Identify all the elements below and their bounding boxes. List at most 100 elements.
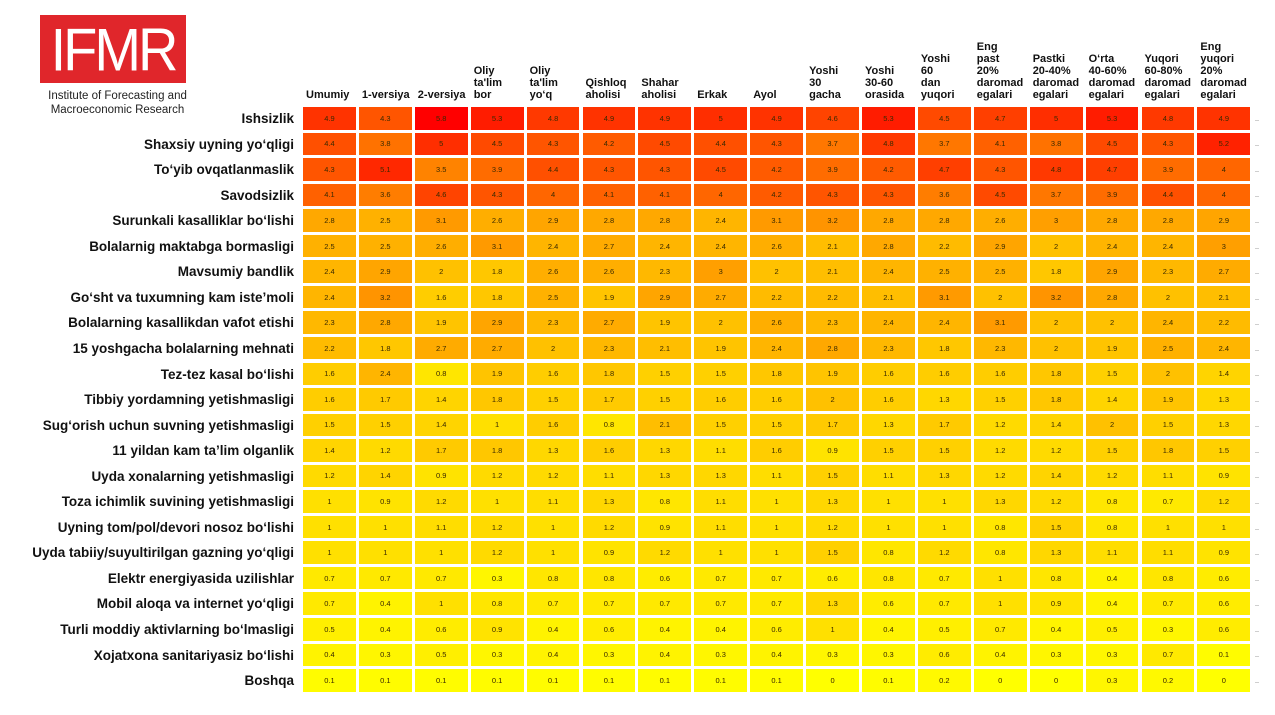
heatmap-cell: 1.5 [694, 362, 748, 386]
heatmap-cell: 1 [303, 515, 356, 539]
row-tick [1255, 119, 1260, 121]
heatmap-cell: 0.1 [750, 669, 804, 692]
heatmap-cell: 1.4 [358, 464, 412, 488]
heatmap-cell: 2.2 [1197, 311, 1251, 334]
row-tick [1255, 400, 1260, 402]
heatmap-cell: 1.5 [1029, 515, 1083, 539]
heatmap-cell: 1.6 [526, 413, 580, 437]
logo-text: IFMR [50, 15, 179, 84]
heatmap-cell: 2.3 [862, 336, 915, 360]
heatmap-cell: 1 [806, 618, 859, 641]
heatmap-cell: 1.1 [750, 464, 804, 488]
heatmap-cell: 1.1 [862, 464, 915, 488]
heatmap-cell: 4.2 [750, 158, 804, 181]
heatmap-cell: 1 [973, 566, 1027, 590]
heatmap-cell: 0.3 [1029, 643, 1083, 667]
heatmap-cell: 1.2 [582, 515, 636, 539]
heatmap-cell: 0.1 [414, 669, 468, 692]
heatmap-cell: 0.6 [1197, 566, 1251, 590]
heatmap-cell: 4.3 [638, 158, 692, 181]
heatmap-cell: 2.7 [470, 336, 524, 360]
heatmap-cell: 4.2 [750, 183, 804, 207]
heatmap-cell: 3.7 [1029, 183, 1083, 207]
heatmap-cell: 0.7 [917, 592, 971, 615]
heatmap-cell: 1.2 [917, 541, 971, 564]
heatmap-cell: 2.3 [582, 336, 636, 360]
heatmap-cell: 4.5 [973, 183, 1027, 207]
heatmap-cell: 0.8 [973, 515, 1027, 539]
row-label: 11 yildan kam ta’lim olganlik [112, 443, 294, 459]
heatmap-cell: 4 [1197, 158, 1251, 181]
heatmap-cell: 0.9 [358, 490, 412, 513]
heatmap-cell: 2.8 [303, 209, 356, 232]
heatmap-cell: 1.6 [526, 362, 580, 386]
heatmap-cell: 1.4 [303, 439, 356, 462]
heatmap-cell: 1.5 [638, 388, 692, 411]
heatmap-cell: 0.3 [582, 643, 636, 667]
heatmap-cell: 0.2 [917, 669, 971, 692]
heatmap-cell: 1.2 [973, 439, 1027, 462]
heatmap-cell: 1 [917, 490, 971, 513]
heatmap-cell: 4.9 [582, 107, 636, 130]
heatmap-cell: 1 [917, 515, 971, 539]
heatmap-cell: 2.4 [750, 336, 804, 360]
heatmap-cell: 0.4 [638, 643, 692, 667]
heatmap-cell: 2.1 [862, 285, 915, 309]
heatmap-cell: 1.1 [1141, 541, 1195, 564]
heatmap-cell: 0.9 [806, 439, 859, 462]
heatmap-cell: 1.1 [694, 490, 748, 513]
row-label: Toza ichimlik suvining yetishmasligi [61, 494, 294, 510]
heatmap-cell: 0 [806, 669, 859, 692]
heatmap-cell: 4.7 [917, 158, 971, 181]
row-tick [1255, 477, 1260, 479]
heatmap-cell: 1.3 [638, 439, 692, 462]
row-label: 15 yoshgacha bolalarning mehnati [72, 340, 294, 356]
heatmap-cell: 1.8 [470, 285, 524, 309]
heatmap-cell: 2.8 [862, 234, 915, 258]
heatmap-cell: 1.5 [1141, 413, 1195, 437]
heatmap-cell: 2 [1141, 362, 1195, 386]
logo-subtitle-line1: Institute of Forecasting and [48, 90, 187, 102]
heatmap-cell: 0.1 [526, 669, 580, 692]
heatmap-cell: 0.3 [470, 643, 524, 667]
heatmap-cell: 2.8 [638, 209, 692, 232]
heatmap-cell: 2.1 [638, 336, 692, 360]
heatmap-cell: 4 [694, 183, 748, 207]
heatmap-cell: 1.6 [862, 388, 915, 411]
heatmap-cell: 2.6 [582, 260, 636, 283]
heatmap-cell: 4.1 [582, 183, 636, 207]
heatmap-cell: 1.5 [303, 413, 356, 437]
heatmap-cell: 3.1 [470, 234, 524, 258]
heatmap-cell: 4.5 [470, 132, 524, 156]
heatmap-cell: 2 [973, 285, 1027, 309]
heatmap-cell: 0.8 [582, 413, 636, 437]
heatmap-cell: 1.8 [470, 439, 524, 462]
heatmap-cell: 0.7 [750, 566, 804, 590]
heatmap-cell: 4.3 [862, 183, 915, 207]
column-header: Pastki 20-40% daromad egalari [1032, 53, 1080, 101]
heatmap-cell: 0.6 [1197, 618, 1251, 641]
heatmap-cell: 2.7 [582, 234, 636, 258]
heatmap-cell: 5.8 [414, 107, 468, 130]
heatmap-cell: 2.4 [1085, 234, 1139, 258]
heatmap-cell: 2.4 [862, 311, 915, 334]
heatmap-cell: 4.3 [358, 107, 412, 130]
heatmap-cell: 0.7 [1141, 490, 1195, 513]
heatmap-cell: 2.1 [638, 413, 692, 437]
heatmap-cell: 2.9 [1085, 260, 1139, 283]
heatmap-cell: 1.6 [303, 388, 356, 411]
heatmap-cell: 1.7 [582, 388, 636, 411]
row-label: Tibbiy yordamning yetishmasligi [84, 392, 294, 408]
heatmap-cell: 0.4 [694, 618, 748, 641]
heatmap-cell: 2.4 [694, 209, 748, 232]
heatmap-cell: 1.2 [1085, 464, 1139, 488]
heatmap-cell: 3.8 [358, 132, 412, 156]
heatmap-cell: 4.2 [862, 158, 915, 181]
heatmap-cell: 0.7 [414, 566, 468, 590]
heatmap-cell: 0.5 [917, 618, 971, 641]
heatmap-cell: 3.7 [806, 132, 859, 156]
heatmap-cell: 0.7 [303, 592, 356, 615]
heatmap-cell: 0.2 [1141, 669, 1195, 692]
heatmap-cell: 2.4 [1197, 336, 1251, 360]
heatmap-cell: 0.8 [862, 541, 915, 564]
